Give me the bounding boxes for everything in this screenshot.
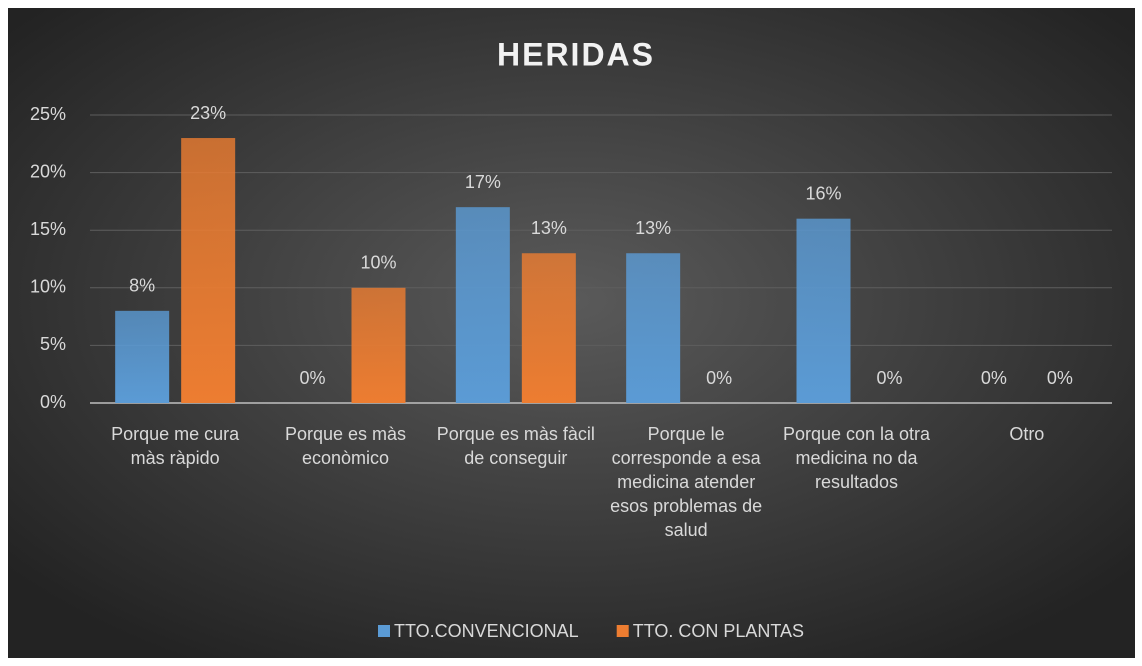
data-label: 13% (635, 218, 671, 238)
data-label: 0% (1047, 368, 1073, 388)
data-label: 17% (465, 172, 501, 192)
bar (796, 218, 851, 403)
x-tick-label: Otro (1009, 424, 1045, 444)
data-label: 16% (805, 183, 841, 203)
x-tick-label: Porque con la otra medicina no da result… (782, 424, 931, 492)
y-tick-label: 25% (30, 104, 66, 124)
data-label: 0% (981, 368, 1007, 388)
chart-title: HERIDAS (497, 36, 655, 72)
bar (455, 207, 510, 403)
x-tick-label: Porque le corresponde a esa medicina ate… (610, 424, 763, 540)
data-label: 0% (706, 368, 732, 388)
legend-swatch (378, 625, 390, 637)
y-tick-label: 20% (30, 161, 66, 181)
bar (521, 253, 576, 403)
y-tick-label: 0% (40, 392, 66, 412)
legend-swatch (616, 625, 629, 637)
bar (351, 287, 406, 403)
x-tick-label: Porque es màs fàcil de conseguir (436, 424, 595, 468)
data-label: 10% (360, 253, 396, 273)
x-tick-label: Porque me cura màs ràpido (111, 424, 240, 468)
y-tick-label: 5% (40, 334, 66, 354)
x-tick-label: Porque es màs econòmico (284, 424, 407, 468)
legend-label: TTO. CON PLANTAS (633, 621, 804, 641)
bar (115, 310, 170, 403)
data-label: 0% (876, 368, 902, 388)
data-label: 0% (299, 368, 325, 388)
legend-label: TTO.CONVENCIONAL (394, 621, 579, 641)
y-tick-label: 10% (30, 277, 66, 297)
y-tick-label: 15% (30, 219, 66, 239)
data-label: 13% (531, 218, 567, 238)
bar (626, 253, 681, 403)
data-label: 8% (129, 276, 155, 296)
bar (181, 138, 236, 404)
data-label: 23% (190, 103, 226, 123)
